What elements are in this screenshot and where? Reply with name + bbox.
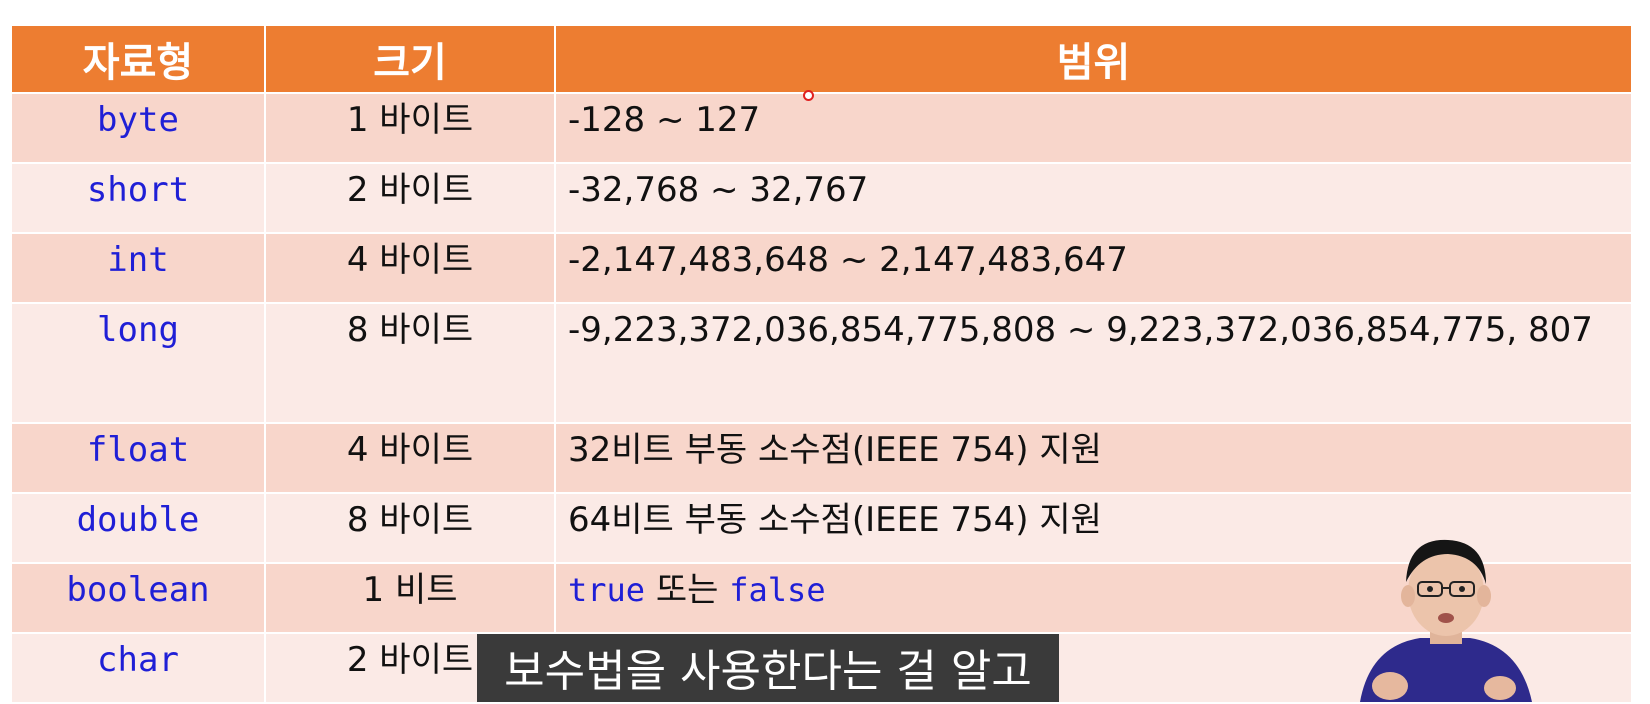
type-cell: int (10, 232, 266, 304)
true-keyword: true (568, 571, 646, 609)
type-cell: byte (10, 92, 266, 164)
size-cell: 4 바이트 (264, 422, 556, 494)
table-row: byte 1 바이트 -128 ~ 127 (10, 92, 1633, 164)
range-cell: -2,147,483,648 ~ 2,147,483,647 (554, 232, 1633, 304)
pointer-dot (803, 90, 814, 101)
type-cell: double (10, 492, 266, 564)
range-cell: -9,223,372,036,854,775,808 ~ 9,223,372,0… (554, 302, 1633, 424)
header-type: 자료형 (10, 24, 266, 94)
or-text: 또는 (645, 570, 730, 610)
size-cell: 8 바이트 (264, 302, 556, 424)
table-row: long 8 바이트 -9,223,372,036,854,775,808 ~ … (10, 302, 1633, 424)
type-cell: char (10, 632, 266, 704)
table-header-row: 자료형 크기 범위 (10, 24, 1633, 94)
table-row: int 4 바이트 -2,147,483,648 ~ 2,147,483,647 (10, 232, 1633, 304)
table-row: short 2 바이트 -32,768 ~ 32,767 (10, 162, 1633, 234)
header-range: 범위 (554, 24, 1633, 94)
presenter-avatar (1350, 526, 1540, 702)
type-cell: float (10, 422, 266, 494)
table-row: float 4 바이트 32비트 부동 소수점(IEEE 754) 지원 (10, 422, 1633, 494)
size-cell: 4 바이트 (264, 232, 556, 304)
size-cell: 2 바이트 (264, 162, 556, 234)
range-cell: 32비트 부동 소수점(IEEE 754) 지원 (554, 422, 1633, 494)
false-keyword: false (729, 571, 826, 609)
size-cell: 1 바이트 (264, 92, 556, 164)
subtitle-caption: 보수법을 사용한다는 걸 알고 (477, 634, 1059, 702)
type-cell: long (10, 302, 266, 424)
size-cell: 1 비트 (264, 562, 556, 634)
header-size: 크기 (264, 24, 556, 94)
type-cell: short (10, 162, 266, 234)
range-cell: -32,768 ~ 32,767 (554, 162, 1633, 234)
type-cell: boolean (10, 562, 266, 634)
range-cell: -128 ~ 127 (554, 92, 1633, 164)
size-cell: 8 바이트 (264, 492, 556, 564)
table-row: double 8 바이트 64비트 부동 소수점(IEEE 754) 지원 (10, 492, 1633, 564)
range-cell: 64비트 부동 소수점(IEEE 754) 지원 (554, 492, 1633, 564)
